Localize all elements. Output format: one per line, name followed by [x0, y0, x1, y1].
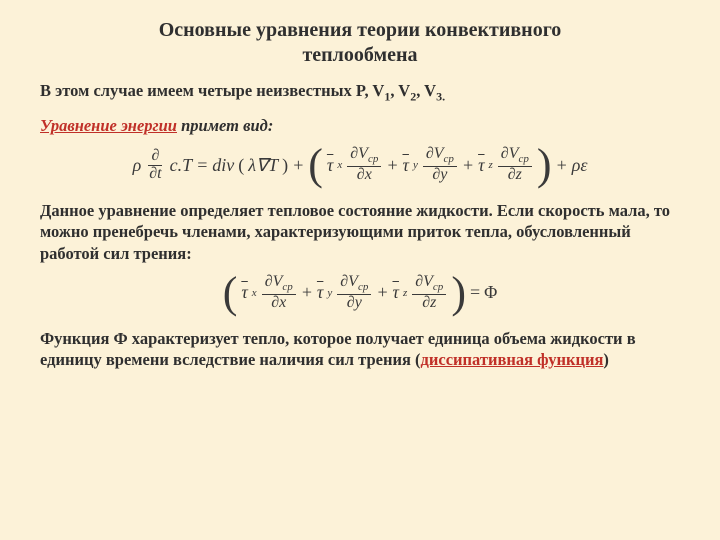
para-energy-label: Уравнение энергии примет вид:: [40, 115, 680, 136]
title-line2: теплообмена: [302, 44, 417, 66]
slide-root: Основные уравнения теории конвективного …: [0, 0, 720, 391]
para-thermal-state: Данное уравнение определяет тепловое сос…: [40, 200, 680, 264]
para-dissipative: Функция Ф характеризует тепло, которое п…: [40, 328, 680, 371]
energy-equation-label: Уравнение энергии: [40, 116, 177, 135]
para-unknowns: В этом случае имеем четыре неизвестных P…: [40, 80, 680, 105]
slide-title: Основные уравнения теории конвективного …: [40, 18, 680, 68]
title-line1: Основные уравнения теории конвективного: [159, 19, 562, 41]
equation-phi: ( τx ∂Vcp ∂x + τy ∂Vcp ∂y + τz ∂Vcp ∂z )…: [40, 274, 680, 312]
equation-energy: ρ ∂ ∂t c.T = div(λ∇T) + ( τx ∂Vcp ∂x + τ…: [40, 146, 680, 184]
dissipative-term: диссипативная функция: [421, 350, 604, 369]
